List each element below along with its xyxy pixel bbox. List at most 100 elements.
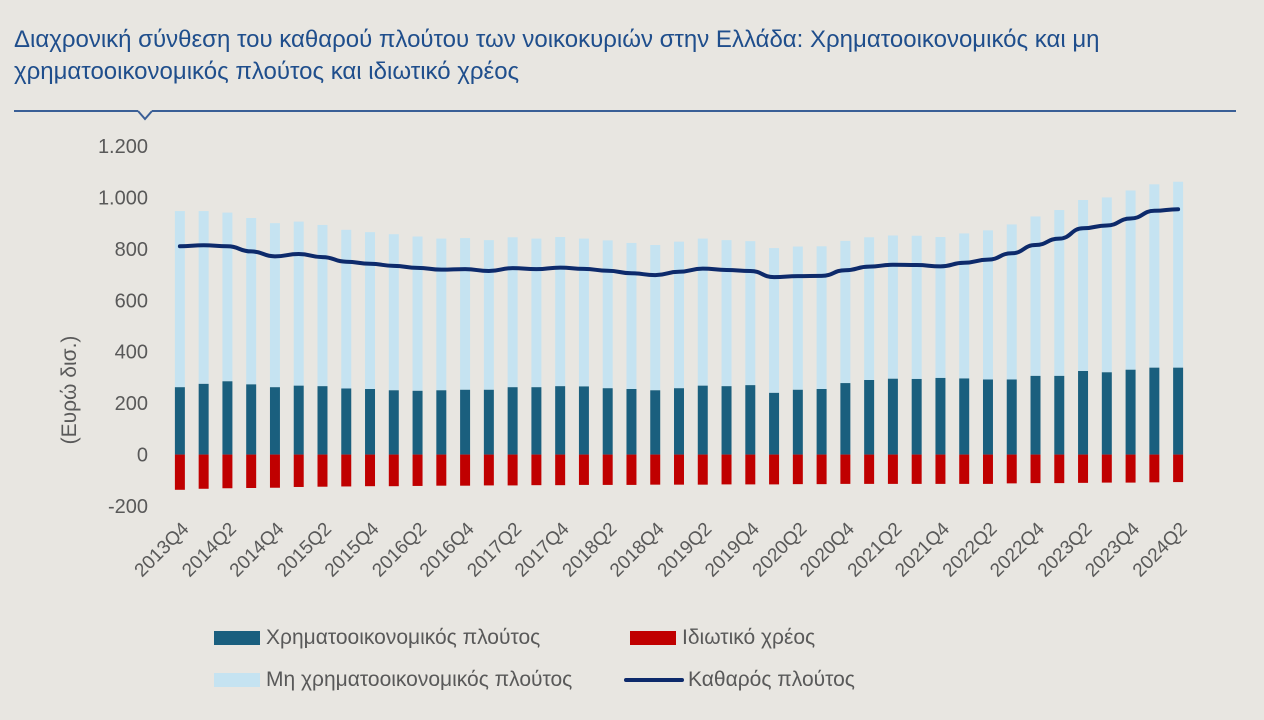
y-tick-label: 0	[137, 445, 148, 467]
bar-nonfinancial	[674, 241, 684, 389]
bar-financial	[412, 390, 423, 455]
bar-debt	[769, 454, 780, 485]
bar-nonfinancial	[531, 238, 542, 388]
bar-financial	[911, 378, 922, 455]
bar-debt	[935, 454, 946, 484]
legend-swatch-financial	[214, 631, 260, 645]
legend-label-debt: Ιδιωτικό χρέος	[682, 626, 816, 649]
bar-debt	[626, 454, 637, 485]
bar-financial	[436, 390, 447, 455]
bar-financial	[1054, 375, 1065, 455]
bar-financial	[293, 385, 304, 455]
bar-nonfinancial	[697, 238, 708, 386]
bar-debt	[959, 454, 970, 484]
bar-nonfinancial	[769, 248, 780, 393]
bar-nonfinancial	[816, 246, 827, 389]
legend-label-net: Καθαρός πλούτος	[688, 668, 855, 691]
bar-financial	[792, 389, 803, 455]
y-tick-label: 1.000	[98, 187, 148, 209]
legend-swatch-nonfinancial	[214, 673, 260, 687]
bar-financial	[1149, 367, 1160, 455]
bar-debt	[341, 454, 352, 487]
bar-nonfinancial	[1125, 190, 1136, 370]
bar-debt	[745, 454, 756, 485]
bar-financial	[1006, 379, 1017, 455]
legend-swatch-net	[624, 678, 684, 682]
bar-financial	[578, 386, 589, 455]
bar-nonfinancial	[317, 224, 328, 387]
bar-financial	[531, 387, 542, 455]
bar-financial	[840, 383, 851, 455]
title-divider	[14, 108, 1236, 121]
bar-nonfinancial	[578, 238, 589, 387]
bar-financial	[674, 388, 684, 455]
legend-label-financial: Χρηματοοικονομικός πλούτος	[266, 626, 541, 649]
bar-nonfinancial	[650, 245, 661, 391]
bar-debt	[365, 454, 376, 487]
bar-nonfinancial	[1078, 200, 1089, 371]
y-tick-label: 200	[115, 393, 148, 415]
bar-nonfinancial	[864, 237, 875, 380]
bar-nonfinancial	[483, 240, 494, 390]
bar-nonfinancial	[935, 237, 946, 378]
bar-debt	[650, 454, 661, 485]
bar-nonfinancial	[721, 240, 732, 387]
bar-debt	[222, 454, 233, 489]
legend-item-financial: Χρηματοοικονομικός πλούτος	[214, 626, 540, 650]
bar-financial	[935, 377, 946, 455]
bar-debt	[864, 454, 875, 484]
bar-debt	[1173, 454, 1184, 483]
bar-financial	[388, 390, 399, 455]
bar-financial	[555, 386, 566, 455]
bar-financial	[982, 379, 993, 455]
y-tick-label: 400	[115, 342, 148, 364]
y-tick-label: 800	[115, 239, 148, 261]
bar-debt	[578, 454, 589, 485]
bar-nonfinancial	[982, 230, 993, 380]
bar-debt	[1078, 454, 1089, 483]
bar-financial	[222, 381, 233, 455]
bar-debt	[1054, 454, 1065, 484]
net-wealth-line	[177, 207, 1181, 280]
bar-nonfinancial	[1030, 216, 1041, 376]
bar-financial	[769, 392, 780, 455]
bar-nonfinancial	[293, 221, 304, 386]
bar-debt	[531, 454, 542, 486]
bar-debt	[1030, 454, 1041, 484]
bar-nonfinancial	[1054, 210, 1065, 376]
bar-nonfinancial	[412, 236, 423, 391]
bar-debt	[792, 454, 803, 485]
bar-debt	[507, 454, 518, 486]
bar-financial	[887, 378, 898, 455]
bar-financial	[1101, 372, 1112, 455]
bar-nonfinancial	[507, 237, 518, 388]
bar-financial	[246, 384, 257, 455]
bar-debt	[1006, 454, 1017, 484]
bar-debt	[1101, 454, 1112, 483]
bar-financial	[365, 389, 376, 455]
bar-nonfinancial	[222, 212, 233, 382]
bar-nonfinancial	[626, 242, 637, 389]
bar-financial	[816, 389, 827, 455]
bar-debt	[911, 454, 922, 484]
bar-nonfinancial	[745, 241, 756, 386]
bar-debt	[388, 454, 399, 487]
bar-nonfinancial	[602, 240, 613, 389]
bar-nonfinancial	[460, 238, 471, 390]
bar-financial	[650, 390, 661, 455]
chart-title: Διαχρονική σύνθεση του καθαρού πλούτου τ…	[14, 26, 1100, 85]
bar-financial	[341, 388, 352, 455]
legend-item-net: Καθαρός πλούτος	[624, 668, 855, 692]
bar-nonfinancial	[959, 233, 970, 379]
bar-financial	[626, 389, 637, 455]
bar-financial	[602, 388, 613, 455]
bar-debt	[269, 454, 280, 488]
bar-financial	[697, 385, 708, 455]
bar-debt	[293, 454, 304, 487]
bar-financial	[1125, 369, 1136, 455]
bar-debt	[555, 454, 566, 486]
legend-item-nonfinancial: Μη χρηματοοικονομικός πλούτος	[214, 668, 572, 692]
bar-financial	[959, 378, 970, 455]
bar-financial	[198, 383, 209, 455]
bar-nonfinancial	[436, 238, 447, 391]
